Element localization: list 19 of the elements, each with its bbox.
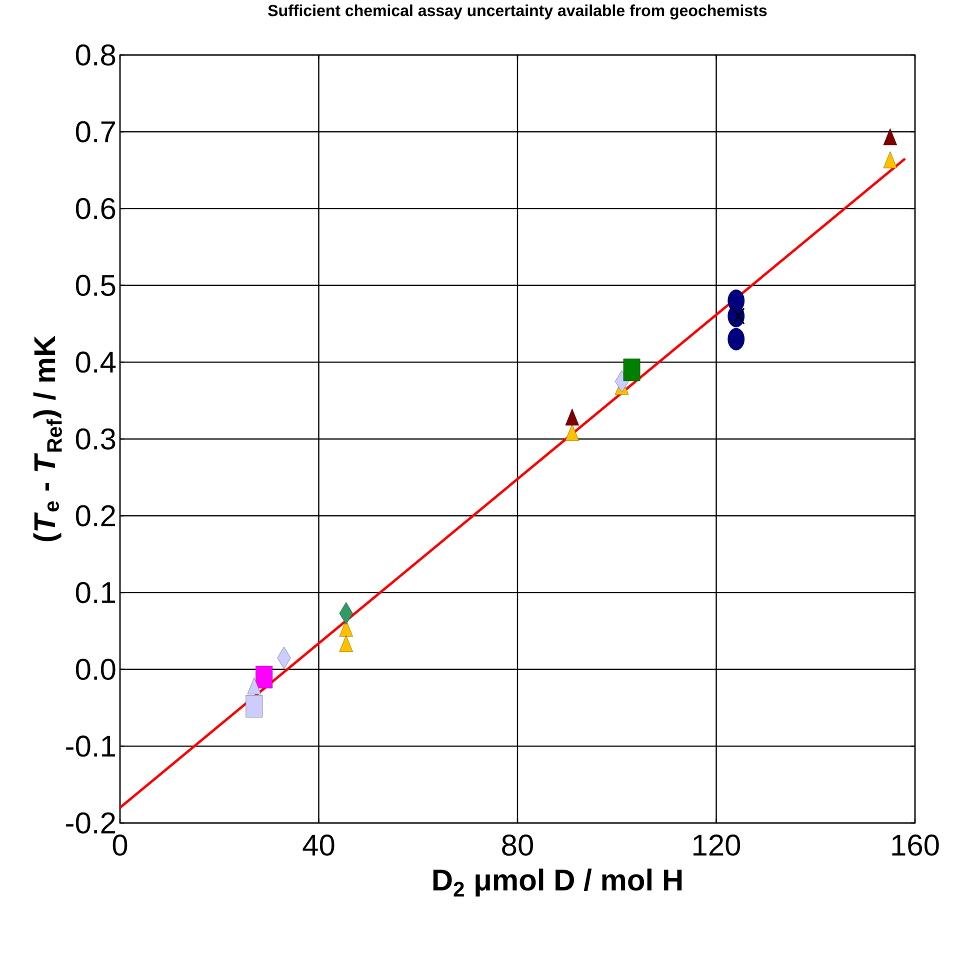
y-tick-label: -0.2 [66, 812, 115, 834]
y-tick-label: 0.2 [76, 505, 115, 526]
y-tick-label: 0.7 [76, 121, 115, 142]
y-tick-label: 0.3 [76, 428, 116, 450]
y-tick-label: 0.0 [76, 658, 116, 680]
chart-title: Sufficient chemical assay uncertainty available from geochemists [268, 4, 767, 20]
x-axis-title: D$_{2}$ μmol D / mol H [433, 868, 682, 896]
x-tick-label: 160 [892, 834, 939, 856]
x-tick-label: 40 [302, 834, 334, 856]
y-tick-label: 0.1 [76, 582, 116, 604]
x-tick-label: 0 [112, 834, 128, 856]
y-tick-label: 0.6 [76, 198, 116, 220]
y-tick-label: -0.1 [66, 736, 116, 757]
y-tick-label: 0.8 [76, 44, 116, 66]
x-tick-label: 80 [502, 834, 534, 856]
y-tick-label: 0.5 [76, 274, 116, 296]
y-axis-title: (T$_{e}$ - T$_{Ref}$) / mK [33, 336, 62, 542]
x-tick-label: 120 [694, 834, 740, 856]
y-tick-label: 0.4 [76, 352, 116, 373]
